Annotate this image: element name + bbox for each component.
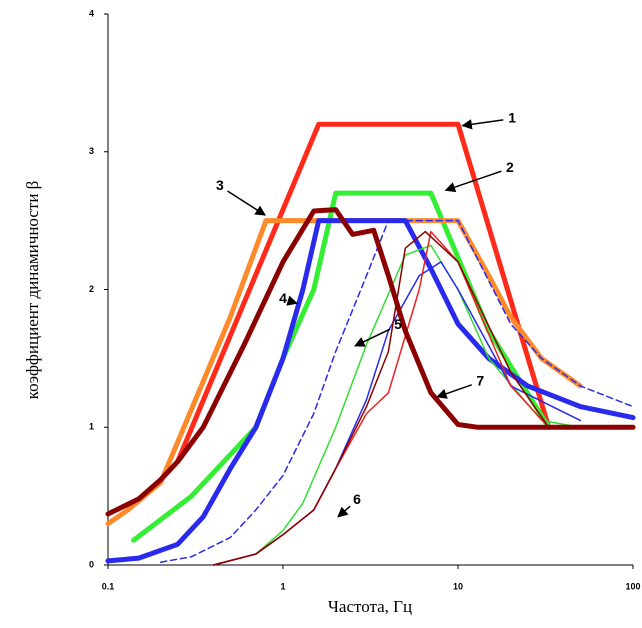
x-tick-label: 10 (453, 581, 463, 591)
y-tick-label: 1 (89, 422, 94, 432)
annotation-label: 7 (476, 372, 484, 388)
annotation-label: 2 (506, 159, 514, 175)
annotation-label: 4 (279, 290, 287, 306)
annotation-arrow (227, 190, 266, 216)
series-line (105, 218, 636, 564)
y-tick-label: 0 (89, 559, 94, 569)
y-tick-label: 2 (89, 284, 94, 294)
series-line (175, 121, 552, 465)
annotation-arrow (337, 505, 351, 518)
annotation-arrow (436, 384, 473, 399)
series-line (105, 207, 636, 517)
y-axis-title: коэффициент динамичности β (23, 181, 42, 400)
y-tick-label: 3 (89, 146, 94, 156)
annotation-label: 1 (508, 109, 516, 125)
annotation-arrow (444, 170, 502, 193)
x-tick-label: 100 (625, 581, 640, 591)
series-line (212, 230, 550, 566)
annotation-label: 3 (216, 177, 224, 193)
x-tick-label: 1 (280, 581, 285, 591)
series-line (159, 219, 634, 563)
annotation-label: 6 (353, 491, 361, 507)
annotation-label: 5 (394, 316, 402, 332)
annotation-arrow (461, 119, 504, 130)
annotation-arrow (286, 295, 298, 306)
series-line (212, 230, 550, 566)
x-tick-label: 0.1 (102, 581, 115, 591)
x-axis-title: Частота, Гц (328, 597, 412, 616)
annotation-arrow (354, 328, 391, 347)
series-line (131, 190, 552, 543)
y-tick-label: 4 (89, 8, 94, 18)
series-line (212, 244, 582, 566)
